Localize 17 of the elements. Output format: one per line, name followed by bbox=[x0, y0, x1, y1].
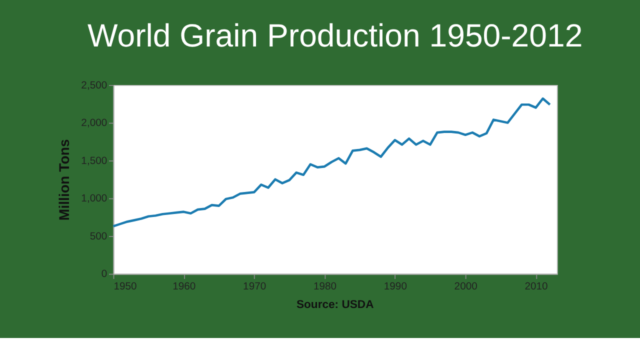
y-tick-label: 2,500 bbox=[81, 80, 108, 92]
x-tick-label: 1950 bbox=[114, 281, 138, 292]
chart-title: World Grain Production 1950-2012 bbox=[88, 17, 583, 54]
x-tick-label: 1970 bbox=[243, 281, 266, 292]
y-tick-label: 0 bbox=[101, 269, 108, 280]
y-tick-label: 500 bbox=[90, 231, 108, 242]
y-tick-label: 2,000 bbox=[81, 118, 108, 130]
x-tick-label: 2010 bbox=[524, 281, 548, 292]
y-tick-label: 1,500 bbox=[81, 156, 108, 167]
source-note: Source: USDA bbox=[296, 298, 374, 311]
line-series bbox=[112, 97, 552, 228]
x-tick-label: 1980 bbox=[313, 281, 337, 292]
y-axis-title: Million Tons bbox=[56, 139, 72, 221]
x-tick-label: 1960 bbox=[172, 281, 196, 292]
y-tick-label: 1,000 bbox=[81, 194, 108, 205]
x-tick-label: 2000 bbox=[454, 281, 478, 292]
x-tick-label: 1990 bbox=[384, 281, 408, 292]
